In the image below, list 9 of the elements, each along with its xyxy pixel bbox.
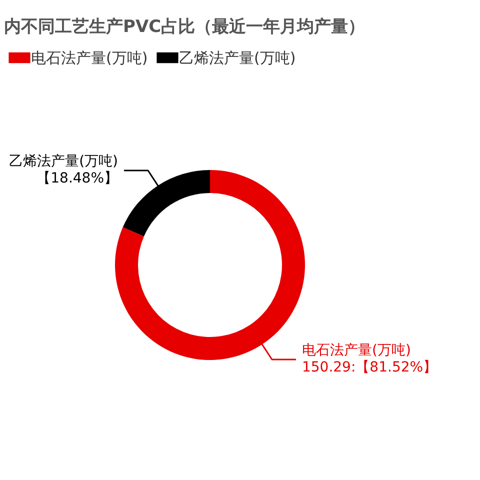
data-label: 150.29:【81.52%】: [302, 359, 438, 376]
legend-label: 乙烯法产量(万吨): [179, 48, 296, 67]
chart-title: 内不同工艺生产PVC占比（最近一年月均产量）: [4, 17, 366, 37]
legend-label: 电石法产量(万吨): [31, 48, 148, 67]
donut-slice: [122, 170, 210, 236]
slice-label: 乙烯法产量(万吨): [9, 154, 118, 170]
data-label: 【18.48%】: [36, 170, 118, 187]
slice-label: 电石法产量(万吨): [302, 342, 411, 358]
donut-slice: [115, 170, 305, 360]
